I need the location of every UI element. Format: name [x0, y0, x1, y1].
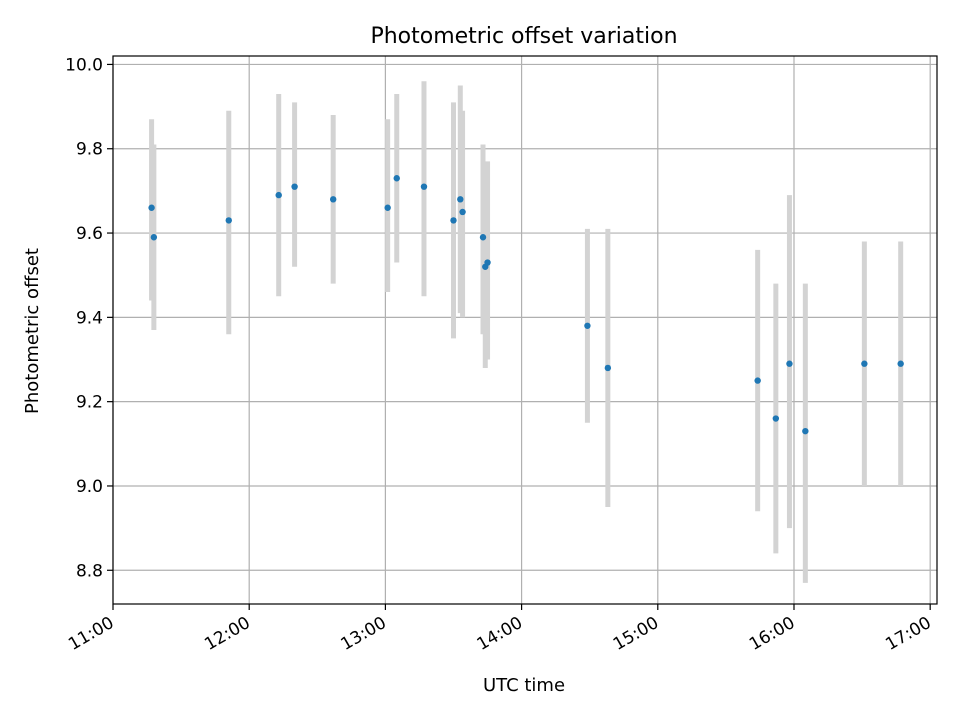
- y-tick-label: 9.8: [76, 140, 103, 160]
- data-point: [479, 234, 487, 241]
- data-point: [420, 183, 428, 190]
- grid: [112, 56, 937, 604]
- chart-title: Photometric offset variation: [370, 24, 677, 49]
- data-point: [484, 259, 491, 266]
- data-point: [457, 196, 464, 203]
- data-point: [754, 377, 761, 384]
- data-point: [450, 217, 457, 224]
- y-tick-label: 9.0: [76, 477, 103, 497]
- data-point: [786, 360, 793, 367]
- y-ticks: 8.8 9.0 9.2 9.4 9.6 9.8 10.0: [65, 55, 113, 581]
- data-point: [772, 415, 780, 422]
- plot-frame: [112, 55, 938, 605]
- data-point: [802, 427, 809, 435]
- data-point: [329, 196, 337, 203]
- data-point: [148, 204, 155, 211]
- y-tick-label: 9.2: [76, 393, 103, 413]
- data-point: [275, 191, 282, 199]
- data-point: [225, 217, 232, 224]
- data-point: [604, 364, 612, 372]
- data-points: [148, 175, 904, 435]
- y-tick-label: 9.6: [76, 224, 103, 244]
- data-point: [393, 175, 400, 182]
- data-point: [291, 183, 298, 190]
- y-axis-label: Photometric offset: [22, 248, 43, 414]
- data-point: [897, 360, 904, 367]
- y-tick-label: 8.8: [76, 561, 103, 581]
- data-point: [459, 208, 466, 216]
- data-point: [861, 360, 868, 367]
- y-tick-label: 9.4: [76, 308, 103, 328]
- data-point: [384, 204, 391, 211]
- x-axis-label: UTC time: [483, 675, 565, 696]
- data-point: [584, 322, 591, 329]
- y-tick-label: 10.0: [65, 55, 103, 75]
- data-point: [150, 234, 158, 241]
